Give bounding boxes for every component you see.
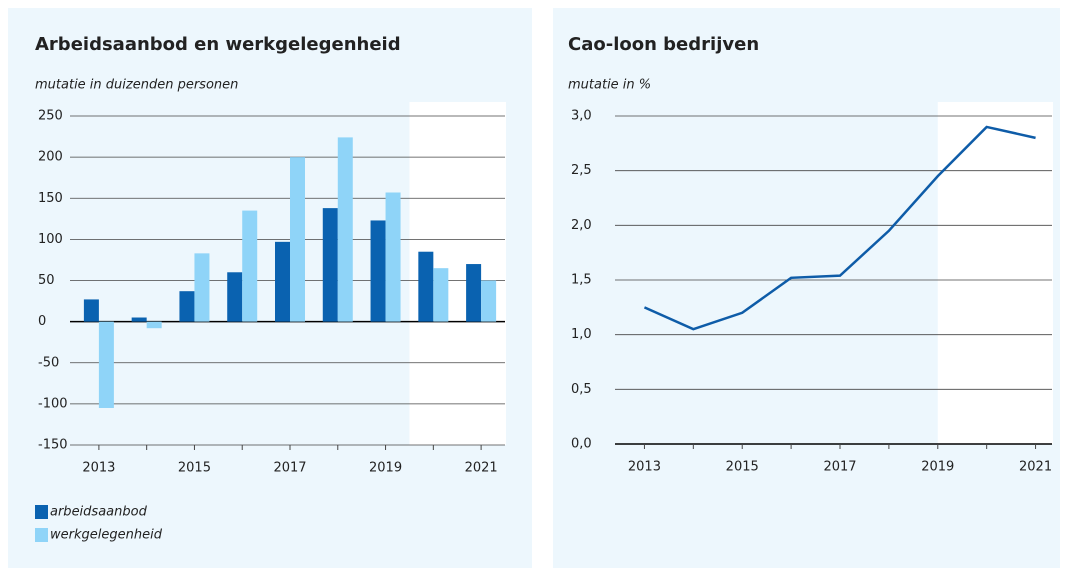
bar: [433, 268, 449, 322]
legend-swatch: [35, 505, 48, 519]
bar: [227, 272, 243, 322]
bar: [481, 280, 497, 322]
y-tick-label: 1,5: [571, 273, 592, 288]
y-tick-label: 250: [38, 109, 63, 124]
y-tick-label: 150: [38, 191, 63, 206]
y-tick-label: 200: [38, 150, 63, 165]
bar: [290, 157, 305, 322]
y-tick-label: 100: [38, 232, 63, 247]
x-tick-label: 2017: [823, 460, 856, 475]
y-tick-label: 2,0: [571, 218, 592, 233]
x-tick-label: 2019: [369, 461, 402, 476]
forecast-area: [937, 102, 1053, 444]
bar: [242, 210, 258, 322]
y-tick-label: -50: [38, 355, 59, 370]
y-tick-label: 1,0: [571, 327, 592, 342]
x-tick-label: 2017: [273, 461, 306, 476]
bar: [466, 264, 482, 322]
y-tick-label: 0: [38, 314, 46, 329]
y-tick-label: -150: [38, 438, 68, 453]
legend-swatch: [35, 528, 48, 542]
legend-label: werkgelegenheid: [50, 528, 163, 543]
y-tick-label: 50: [38, 273, 55, 288]
x-tick-label: 2015: [726, 460, 759, 475]
x-tick-label: 2021: [465, 461, 498, 476]
chart-subtitle: mutatie in %: [568, 78, 651, 93]
y-tick-label: 3,0: [571, 109, 592, 124]
y-tick-label: 0,0: [571, 437, 592, 452]
bar: [146, 321, 162, 329]
x-tick-label: 2015: [178, 461, 211, 476]
x-tick-label: 2021: [1019, 460, 1052, 475]
bar: [83, 299, 99, 322]
bar: [370, 220, 386, 322]
bar: [337, 137, 353, 322]
x-tick-label: 2019: [921, 460, 954, 475]
bar: [194, 253, 210, 322]
y-tick-label: -100: [38, 396, 68, 411]
x-tick-label: 2013: [82, 461, 115, 476]
bar: [179, 291, 195, 322]
bar: [98, 321, 114, 408]
line: [643, 125, 1036, 331]
bar: [385, 192, 401, 322]
bar: [322, 208, 338, 322]
y-tick-label: 0,5: [571, 382, 592, 397]
chart-subtitle: mutatie in duizenden personen: [35, 78, 238, 93]
bar: [131, 317, 147, 322]
legend-label: arbeidsaanbod: [50, 505, 148, 520]
chart-title: Arbeidsaanbod en werkgelegenheid: [35, 34, 401, 55]
bar: [275, 241, 290, 322]
y-tick-label: 2,5: [571, 163, 592, 178]
x-tick-label: 2013: [628, 460, 661, 475]
bar: [418, 251, 434, 322]
chart-title: Cao-loon bedrijven: [568, 34, 759, 55]
